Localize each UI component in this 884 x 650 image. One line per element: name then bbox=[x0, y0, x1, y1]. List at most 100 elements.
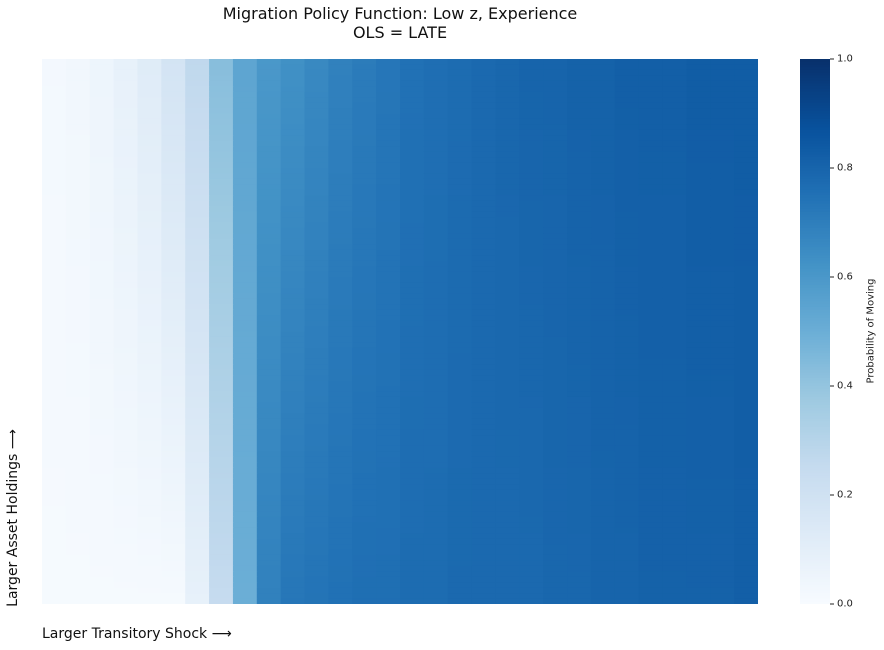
heatmap-cell bbox=[209, 413, 234, 420]
heatmap-cell bbox=[65, 347, 91, 354]
heatmap-cell bbox=[400, 102, 425, 109]
heatmap-cell bbox=[519, 277, 544, 284]
heatmap-cell bbox=[256, 249, 282, 256]
colorbar-segment bbox=[800, 309, 830, 314]
heatmap-cell bbox=[89, 162, 115, 169]
heatmap-cell bbox=[376, 91, 401, 98]
heatmap-cell bbox=[638, 386, 664, 393]
heatmap-cell bbox=[304, 538, 329, 545]
heatmap-cell bbox=[686, 396, 711, 403]
heatmap-cell bbox=[89, 386, 115, 393]
heatmap-cell bbox=[543, 445, 568, 452]
colorbar-segment bbox=[800, 413, 830, 417]
heatmap-cell bbox=[543, 554, 568, 561]
heatmap-cell bbox=[42, 168, 67, 175]
heatmap-cell bbox=[495, 522, 520, 529]
heatmap-cell bbox=[137, 500, 162, 507]
heatmap-cell bbox=[304, 135, 329, 142]
heatmap-cell bbox=[89, 407, 115, 414]
heatmap-cell bbox=[567, 91, 592, 98]
heatmap-cell bbox=[567, 495, 592, 502]
heatmap-cell bbox=[423, 375, 449, 382]
heatmap-cell bbox=[328, 505, 353, 512]
heatmap-cell bbox=[161, 440, 186, 447]
heatmap-cell bbox=[710, 113, 735, 120]
heatmap-cell bbox=[686, 484, 711, 491]
heatmap-cell bbox=[543, 511, 568, 518]
heatmap-cell bbox=[543, 544, 568, 551]
heatmap-cell bbox=[42, 582, 67, 589]
heatmap-cell bbox=[686, 260, 711, 267]
heatmap-cell bbox=[614, 435, 640, 442]
heatmap-cell bbox=[376, 326, 401, 333]
heatmap-cell bbox=[447, 238, 473, 245]
heatmap-cell bbox=[232, 554, 258, 561]
heatmap-cell bbox=[495, 396, 520, 403]
heatmap-cell bbox=[137, 467, 162, 474]
heatmap-cell bbox=[65, 429, 91, 436]
heatmap-cell bbox=[304, 489, 329, 496]
heatmap-cell bbox=[280, 516, 306, 523]
heatmap-cell bbox=[352, 429, 377, 436]
heatmap-cell bbox=[471, 500, 497, 507]
heatmap-cell bbox=[567, 282, 592, 289]
colorbar-segment bbox=[800, 508, 830, 512]
heatmap-cell bbox=[89, 342, 115, 349]
heatmap-cell bbox=[376, 560, 401, 567]
heatmap-cell bbox=[42, 124, 67, 131]
heatmap-cell bbox=[423, 456, 449, 463]
heatmap-cell bbox=[447, 97, 473, 104]
colorbar-segment bbox=[800, 285, 830, 289]
heatmap-cell bbox=[232, 413, 258, 420]
heatmap-cell bbox=[567, 549, 592, 556]
heatmap-cell bbox=[638, 168, 664, 175]
heatmap-cell bbox=[232, 211, 258, 218]
heatmap-cell bbox=[471, 593, 497, 600]
heatmap-cell bbox=[161, 511, 186, 518]
heatmap-cell bbox=[161, 364, 186, 371]
heatmap-cell bbox=[567, 598, 592, 604]
heatmap-cell bbox=[662, 320, 687, 327]
heatmap-cell bbox=[471, 440, 497, 447]
heatmap-cell bbox=[614, 364, 640, 371]
heatmap-cell bbox=[686, 489, 711, 496]
heatmap-cell bbox=[400, 217, 425, 224]
heatmap-cell bbox=[423, 511, 449, 518]
heatmap-cell bbox=[209, 195, 234, 202]
heatmap-cell bbox=[638, 97, 664, 104]
heatmap-cell bbox=[232, 386, 258, 393]
colorbar-segment bbox=[800, 541, 830, 545]
heatmap-cell bbox=[543, 108, 568, 115]
heatmap-cell bbox=[543, 173, 568, 180]
heatmap-cell bbox=[328, 113, 353, 120]
heatmap-cell bbox=[65, 86, 91, 93]
heatmap-cell bbox=[113, 146, 139, 153]
heatmap-cell bbox=[89, 168, 115, 175]
heatmap-cell bbox=[185, 293, 210, 300]
heatmap-cell bbox=[543, 298, 568, 305]
heatmap-cell bbox=[590, 358, 616, 365]
heatmap-cell bbox=[567, 244, 592, 251]
heatmap-cell bbox=[65, 396, 91, 403]
heatmap-cell bbox=[734, 413, 758, 420]
heatmap-cell bbox=[304, 456, 329, 463]
heatmap-cell bbox=[89, 140, 115, 147]
heatmap-cell bbox=[686, 124, 711, 131]
heatmap-cell bbox=[209, 304, 234, 311]
colorbar-segment bbox=[800, 102, 830, 106]
heatmap-cell bbox=[137, 217, 162, 224]
heatmap-cell bbox=[710, 451, 735, 458]
heatmap-cell bbox=[710, 91, 735, 98]
heatmap-cell bbox=[400, 511, 425, 518]
heatmap-cell bbox=[400, 364, 425, 371]
heatmap-cell bbox=[686, 331, 711, 338]
heatmap-cell bbox=[590, 293, 616, 300]
heatmap-cell bbox=[400, 489, 425, 496]
heatmap-cell bbox=[471, 445, 497, 452]
heatmap-cell bbox=[423, 440, 449, 447]
heatmap-cell bbox=[137, 206, 162, 213]
heatmap-cell bbox=[161, 593, 186, 600]
heatmap-cell bbox=[137, 129, 162, 136]
heatmap-cell bbox=[113, 326, 139, 333]
heatmap-cell bbox=[734, 576, 758, 583]
